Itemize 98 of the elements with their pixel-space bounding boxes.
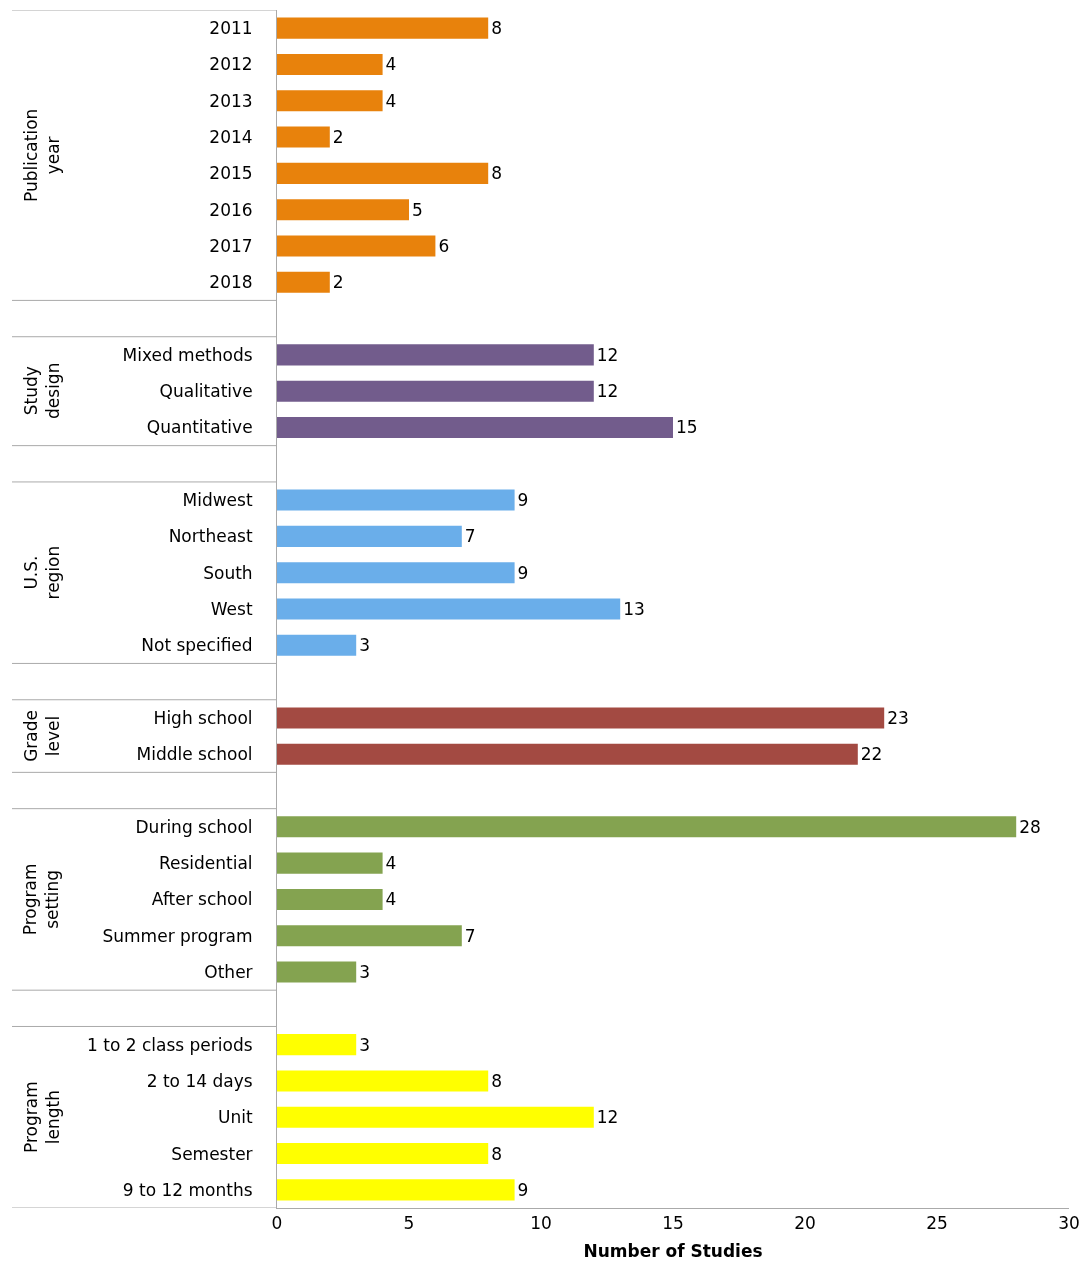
data-label: 4 [385, 54, 397, 75]
text: Grade level [20, 710, 63, 762]
data-label: 9 [517, 1179, 529, 1200]
bar [277, 852, 383, 874]
data-label: 4 [385, 889, 397, 910]
data-label: 3 [359, 1034, 371, 1055]
data-label: 7 [464, 526, 476, 547]
x-tick-label: 15 [662, 1213, 684, 1234]
y-tick-label: Other [204, 961, 253, 982]
bar [277, 53, 383, 75]
bar [277, 126, 330, 148]
y-tick-label: 2012 [209, 54, 253, 75]
y-tick-label: 2016 [209, 199, 253, 220]
y-tick-label: West [210, 598, 253, 619]
y-tick-label: 2011 [209, 18, 253, 39]
y-tick-label: 2018 [209, 272, 253, 293]
bar [277, 888, 383, 910]
data-label: 15 [676, 417, 698, 438]
data-label: 2 [332, 127, 344, 148]
y-tick-label: Summer program [102, 925, 253, 946]
y-tick-label: Quantitative [146, 417, 253, 438]
y-tick-label: 2015 [209, 163, 253, 184]
bar [277, 416, 673, 439]
y-tick-label: Northeast [168, 526, 253, 547]
bar [277, 562, 515, 584]
data-label: 12 [596, 381, 619, 402]
data-label: 4 [385, 853, 397, 874]
bar [277, 344, 594, 366]
y-tick-label: 9 to 12 months [122, 1179, 253, 1200]
x-axis-title: Number of Studies [583, 1240, 763, 1261]
y-tick-label: South [203, 562, 253, 583]
data-label: 12 [596, 1107, 619, 1128]
text: Study design [20, 362, 63, 419]
bar [277, 1106, 594, 1128]
x-tick-label: 10 [530, 1213, 552, 1234]
bar [277, 961, 357, 983]
bar [277, 1143, 489, 1165]
data-label: 23 [887, 707, 909, 728]
data-label: 3 [359, 635, 371, 656]
data-label: 8 [491, 1070, 503, 1091]
bar [277, 1034, 357, 1056]
y-tick-label: 2 to 14 days [146, 1070, 253, 1091]
bar [277, 380, 594, 402]
data-label: 9 [517, 490, 529, 511]
text: Program setting [20, 863, 63, 936]
data-label: 12 [596, 344, 619, 365]
data-label: 7 [464, 925, 476, 946]
bar [277, 816, 1017, 838]
bar [277, 1070, 489, 1092]
bar [277, 17, 489, 39]
x-tick-label: 0 [271, 1213, 283, 1234]
bar [277, 90, 383, 112]
data-label: 8 [491, 163, 503, 184]
bar [277, 199, 409, 221]
x-tick-label: 20 [794, 1213, 816, 1234]
bar [277, 1179, 515, 1201]
text: U.S. region [21, 545, 64, 600]
data-label: 22 [860, 744, 883, 765]
y-tick-label: 2017 [209, 235, 253, 256]
y-tick-label: Mixed methods [122, 344, 253, 365]
y-tick-label: Middle school [136, 744, 253, 765]
y-tick-label: Semester [171, 1143, 253, 1164]
bar [277, 925, 462, 947]
y-tick-label: High school [153, 707, 253, 728]
x-tick-label: 30 [1058, 1213, 1080, 1234]
x-tick-label: 25 [926, 1213, 948, 1234]
y-tick-label: 2014 [209, 127, 253, 148]
bar [277, 489, 515, 511]
data-label: 8 [491, 18, 503, 39]
bar [277, 162, 489, 184]
y-tick-label: During school [135, 816, 253, 837]
data-label: 5 [412, 199, 423, 220]
y-tick-label: Qualitative [159, 381, 253, 402]
y-tick-label: Not specified [141, 635, 253, 656]
text: Program length [20, 1081, 63, 1154]
bar [277, 598, 621, 620]
data-label: 28 [1019, 816, 1041, 837]
bar [277, 525, 462, 547]
bar [277, 271, 330, 293]
y-tick-label: Residential [158, 853, 253, 874]
bar [277, 743, 858, 765]
data-label: 2 [332, 272, 344, 293]
data-label: 13 [623, 599, 645, 619]
data-label: 6 [438, 235, 450, 256]
text: Publication year [20, 108, 63, 202]
data-label: 8 [491, 1143, 503, 1164]
data-label: 9 [517, 562, 529, 583]
y-tick-label: Midwest [182, 490, 253, 511]
y-tick-label: After school [151, 889, 253, 910]
x-tick-label: 5 [403, 1213, 415, 1234]
bar [277, 235, 436, 257]
y-tick-label: 2013 [209, 90, 253, 111]
bar [277, 634, 357, 656]
data-label: 3 [359, 962, 371, 983]
y-tick-label: Unit [217, 1107, 253, 1128]
bar [277, 707, 885, 729]
y-tick-label: 1 to 2 class periods [87, 1034, 253, 1055]
data-label: 4 [385, 90, 397, 111]
